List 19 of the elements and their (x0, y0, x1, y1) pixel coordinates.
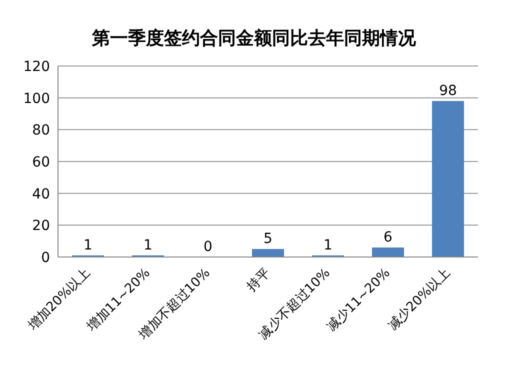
data-label: 1 (84, 237, 92, 254)
y-tick-label: 120 (23, 58, 50, 75)
data-label: 98 (439, 83, 457, 100)
x-tick-label: 持平 (244, 266, 274, 295)
data-label: 6 (384, 229, 393, 246)
y-tick-label: 40 (32, 186, 50, 202)
y-tick-label: 100 (23, 90, 50, 107)
bar (252, 249, 284, 257)
y-tick-label: 20 (32, 218, 50, 234)
data-label: 5 (264, 231, 272, 248)
data-label: 1 (324, 237, 332, 254)
y-tick-label: 0 (41, 250, 50, 266)
chart-title: 第一季度签约合同金额同比去年同期情况 (91, 27, 417, 49)
y-tick-label: 80 (32, 122, 50, 139)
bar (372, 247, 404, 257)
data-label: 0 (204, 239, 212, 255)
y-tick-label: 60 (32, 154, 50, 170)
data-label: 1 (144, 237, 152, 254)
bar (432, 101, 464, 257)
